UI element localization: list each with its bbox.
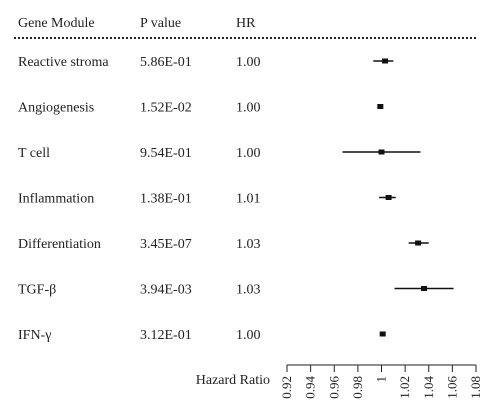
forest-row: IFN-γ 3.12E-01 1.00 — [18, 328, 386, 343]
row-gene-module: Inflammation — [18, 192, 94, 207]
x-tick-label: 1.08 — [468, 376, 483, 399]
x-axis-title: Hazard Ratio — [196, 373, 270, 388]
x-tick-label: 0.98 — [350, 376, 365, 399]
hr-point — [382, 58, 389, 64]
row-hr: 1.01 — [236, 192, 261, 207]
x-tick-label: 1 — [374, 376, 389, 383]
row-hr: 1.00 — [236, 101, 261, 116]
x-tick-label: 0.94 — [303, 376, 318, 399]
row-gene-module: T cell — [18, 146, 50, 161]
row-p-value: 1.52E-02 — [140, 101, 192, 116]
row-p-value: 1.38E-01 — [140, 192, 192, 207]
x-tick-label: 1.06 — [444, 376, 459, 399]
row-gene-module: TGF-β — [18, 283, 56, 298]
hr-point — [385, 195, 392, 200]
forest-row: Inflammation 1.38E-01 1.01 — [18, 192, 396, 207]
hr-point — [377, 104, 384, 109]
x-tick-label: 1.04 — [421, 376, 436, 399]
header-p-value: P value — [140, 16, 181, 31]
hr-point — [421, 286, 428, 291]
x-tick-label: 0.92 — [279, 376, 294, 399]
row-hr: 1.00 — [236, 328, 261, 343]
forest-row: Angiogenesis 1.52E-02 1.00 — [18, 101, 384, 116]
row-gene-module: Differentiation — [18, 237, 101, 252]
header-hr: HR — [236, 16, 256, 31]
row-p-value: 3.94E-03 — [140, 283, 192, 298]
row-hr: 1.03 — [236, 283, 261, 298]
row-gene-module: Angiogenesis — [18, 101, 94, 116]
row-p-value: 3.12E-01 — [140, 328, 192, 343]
forest-row: Reactive stroma 5.86E-01 1.00 — [18, 55, 394, 70]
forest-row: TGF-β 3.94E-03 1.03 — [18, 283, 454, 298]
forest-row: T cell 9.54E-01 1.00 — [18, 146, 421, 161]
hr-point — [415, 240, 422, 246]
x-tick-label: 1.02 — [397, 376, 412, 399]
row-gene-module: IFN-γ — [18, 328, 51, 343]
hr-point — [378, 149, 385, 155]
hr-point — [379, 331, 386, 337]
x-axis: 0.92 0.94 0.96 0.98 1 1.02 1.04 1.06 1.08 — [279, 364, 483, 399]
row-hr: 1.00 — [236, 146, 261, 161]
row-p-value: 9.54E-01 — [140, 146, 192, 161]
row-hr: 1.00 — [236, 55, 261, 70]
row-p-value: 5.86E-01 — [140, 55, 192, 70]
forest-rows: Reactive stroma 5.86E-01 1.00 Angiogenesis 1… — [18, 55, 454, 343]
row-p-value: 3.45E-07 — [140, 237, 192, 252]
row-hr: 1.03 — [236, 237, 261, 252]
x-tick-label: 0.96 — [326, 376, 341, 399]
forest-row: Differentiation 3.45E-07 1.03 — [18, 237, 429, 252]
header-gene-module: Gene Module — [18, 16, 95, 31]
row-gene-module: Reactive stroma — [18, 55, 109, 70]
